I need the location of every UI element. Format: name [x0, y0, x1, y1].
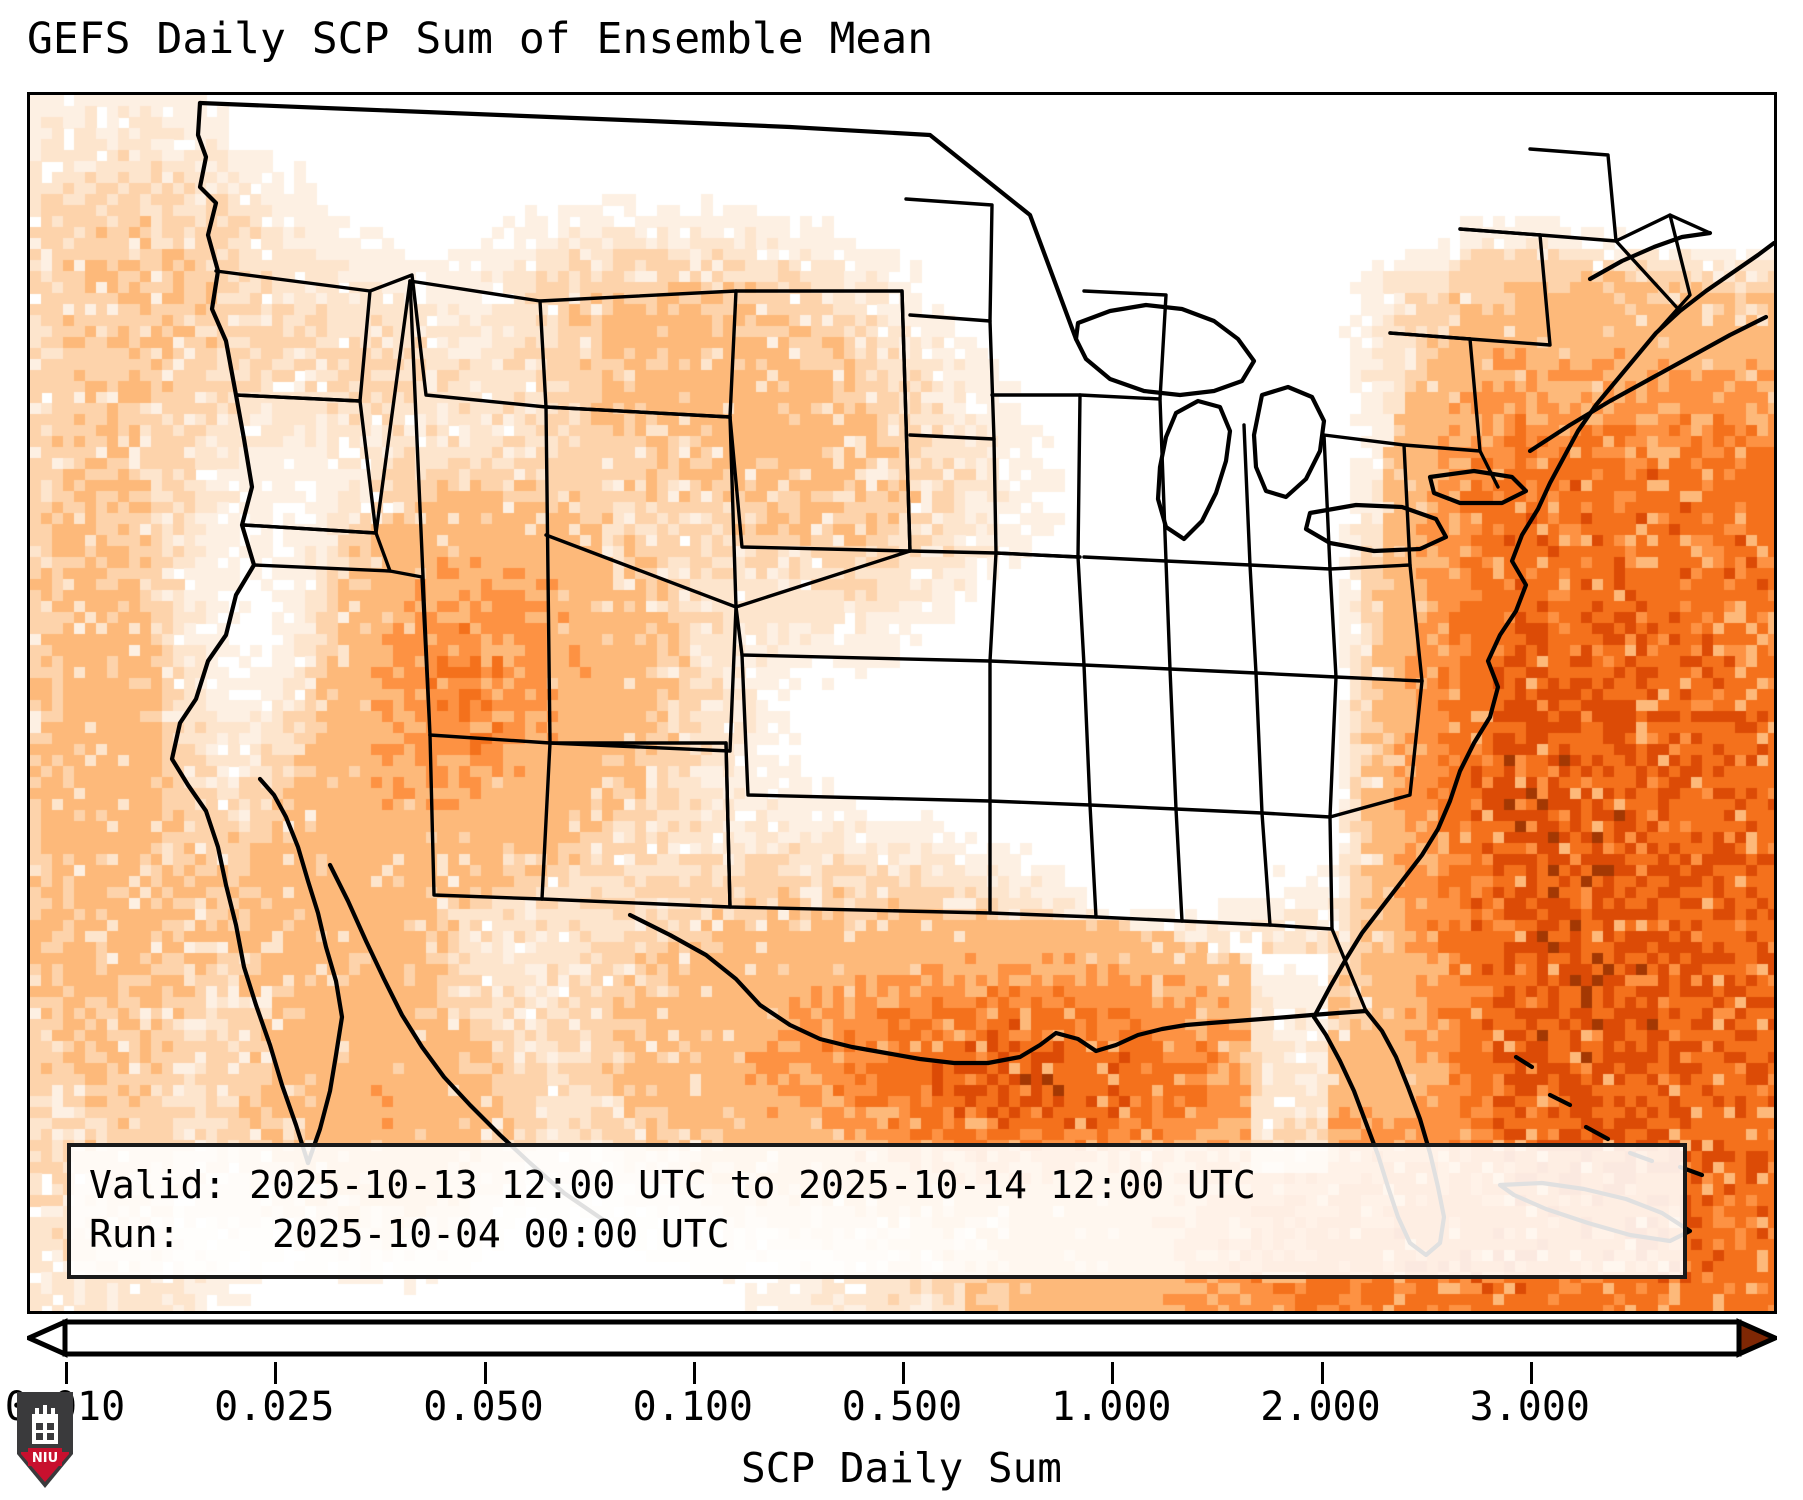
colorbar-tick-label: 0.025 — [214, 1384, 335, 1430]
colorbar-tick-label: 0.100 — [632, 1384, 754, 1430]
colorbar-tick — [1529, 1362, 1533, 1384]
map-panel[interactable]: Valid: 2025-10-13 12:00 UTC to 2025-10-1… — [27, 92, 1777, 1314]
geography-outlines — [169, 100, 1774, 1258]
colorbar-tick — [902, 1362, 905, 1384]
annotation-valid-line: Valid: 2025-10-13 12:00 UTC to 2025-10-1… — [89, 1163, 1256, 1207]
annotation-textbox: Valid: 2025-10-13 12:00 UTC to 2025-10-1… — [67, 1143, 1687, 1279]
map-layer-stack — [30, 95, 1774, 1311]
colorbar-tick-label: 2.000 — [1260, 1384, 1381, 1430]
colorbar[interactable] — [27, 1318, 1777, 1362]
colorbar-tick — [1111, 1362, 1115, 1384]
colorbar-tick — [274, 1362, 278, 1384]
colorbar-tick-label: 0.500 — [841, 1384, 963, 1430]
niu-logo-text: NIU — [32, 1451, 58, 1466]
colorbar-tick-label: 3.000 — [1469, 1384, 1591, 1430]
page-title: GEFS Daily SCP Sum of Ensemble Mean — [27, 14, 934, 64]
colorbar-tick-label: 1.000 — [1051, 1384, 1172, 1430]
niu-logo: NIU — [17, 1392, 73, 1488]
colorbar-tick — [692, 1362, 696, 1384]
colorbar-swatches[interactable] — [27, 1318, 1777, 1362]
colorbar-tick-label: 0.050 — [423, 1384, 544, 1430]
colorbar-axis-label: SCP Daily Sum — [741, 1444, 1062, 1492]
colorbar-tickmarks — [27, 1362, 1777, 1388]
annotation-run-line: Run: 2025-10-04 00:00 UTC — [89, 1212, 730, 1256]
colorbar-tick — [65, 1362, 68, 1384]
colorbar-tick — [483, 1362, 487, 1384]
colorbar-tick — [1320, 1362, 1324, 1384]
